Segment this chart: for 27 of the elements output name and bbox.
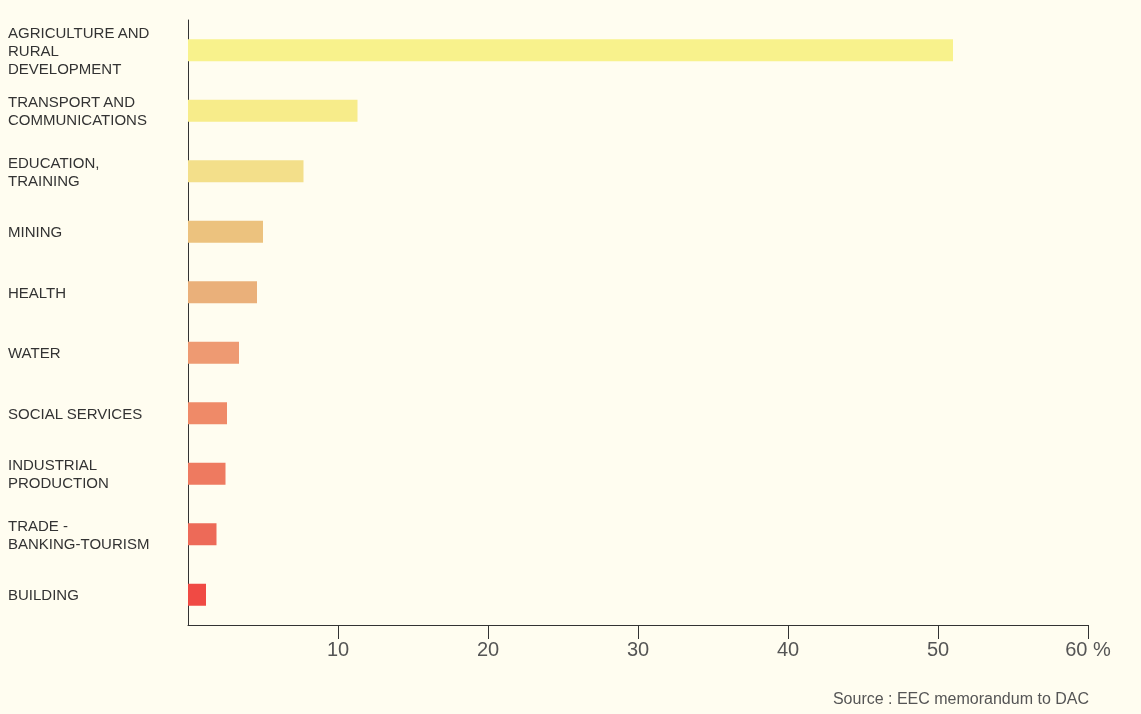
x-tick-label: 60 %: [1065, 638, 1112, 660]
x-tick-label: 20: [476, 638, 500, 660]
y-tick-label: BUILDING: [8, 586, 79, 604]
bar: [188, 39, 953, 62]
y-tick-label: EDUCATION, TRAINING: [8, 153, 104, 189]
y-tick-label: MINING: [8, 223, 63, 241]
bar: [188, 281, 257, 304]
x-tick-label: 30: [626, 638, 650, 660]
y-tick-label: SOCIAL SERVICES: [8, 404, 143, 422]
bar: [188, 160, 304, 183]
bar: [188, 402, 227, 425]
bar: [188, 583, 206, 606]
y-tick-label: HEALTH: [8, 283, 67, 301]
source-note: Source : EEC memorandum to DAC: [832, 689, 1089, 707]
y-tick-label: TRANSPORT AND COMMUNICATIONS: [8, 93, 147, 129]
bar: [188, 341, 239, 364]
y-tick-label: WATER: [8, 344, 61, 362]
x-tick-label: 40: [776, 638, 800, 660]
bar: [188, 462, 226, 485]
y-tick-label: AGRICULTURE AND RURAL DEVELOPMENT: [8, 23, 154, 77]
bar: [188, 523, 217, 546]
x-tick-label: 10: [326, 638, 350, 660]
bar: [188, 99, 358, 122]
x-tick-label: 50: [926, 638, 950, 660]
bar: [188, 220, 263, 243]
y-tick-label: INDUSTRIAL PRODUCTION: [8, 456, 109, 492]
y-tick-label: TRADE - BANKING-TOURISM: [8, 516, 150, 552]
